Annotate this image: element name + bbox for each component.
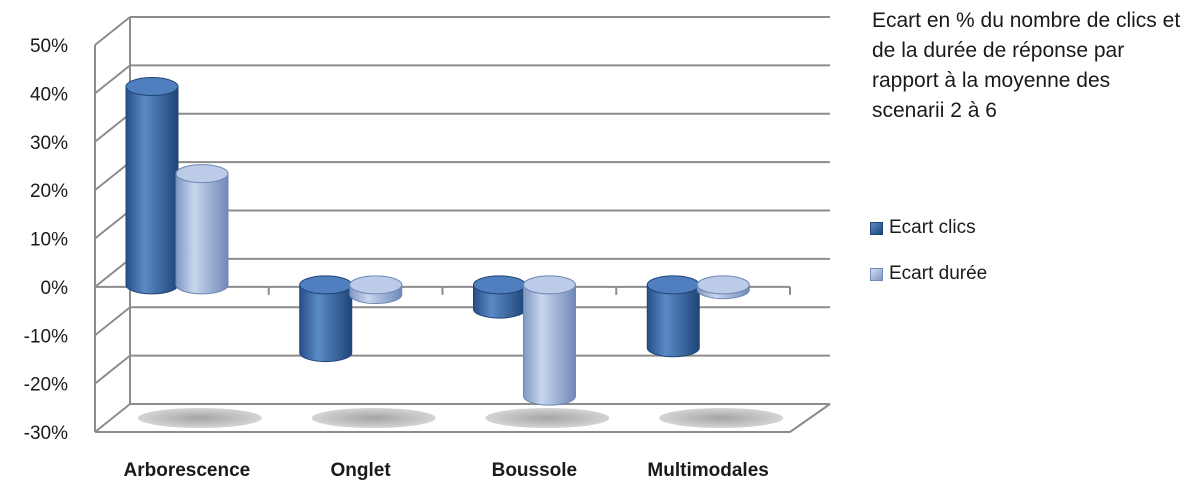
gridline-side — [94, 209, 131, 240]
bar-duree-multimodales — [696, 275, 750, 300]
bar-duree-onglet — [349, 275, 403, 305]
bar-cap — [646, 275, 700, 295]
legend-label-clics: Ecart clics — [889, 217, 976, 238]
bar-shadow — [485, 408, 610, 428]
y-tick-label: 20% — [30, 181, 68, 202]
y-tick-label: 50% — [30, 36, 68, 57]
x-axis-categories: Arborescence Onglet Boussole Multimodales — [124, 460, 769, 481]
gridline-side — [94, 64, 131, 95]
bar-cap — [696, 275, 750, 295]
y-tick-label: 0% — [41, 278, 69, 299]
bar-clics-multimodales — [646, 275, 700, 358]
chart: 50% 40% 30% 20% 10% 0% -10% -20% -30% Arborescen… — [24, 16, 831, 481]
bar-cap — [125, 77, 179, 97]
y-axis-ticks: 50% 40% 30% 20% 10% 0% -10% -20% -30% — [24, 36, 68, 444]
legend-swatch-clics — [870, 221, 883, 235]
gridline-side — [94, 161, 131, 191]
bar-body — [646, 284, 700, 358]
bar-cap — [175, 164, 229, 184]
gridline-side — [94, 112, 131, 143]
bar-clics-arborescence — [125, 77, 179, 295]
x-category-label: Onglet — [331, 460, 392, 481]
bar-cap — [299, 275, 353, 295]
bars — [125, 77, 750, 406]
legend-swatch-duree — [870, 267, 883, 281]
x-category-label: Boussole — [492, 460, 578, 481]
bar-cap — [473, 275, 526, 295]
x-category-label: Multimodales — [647, 460, 768, 481]
x-category-label: Arborescence — [124, 460, 251, 481]
bar-clics-onglet — [299, 275, 353, 363]
gridline-side — [94, 258, 131, 288]
y-tick-label: 40% — [30, 84, 68, 105]
bar-cap — [349, 275, 403, 295]
bar-cap — [523, 275, 576, 295]
y-tick-label: -10% — [24, 326, 68, 347]
bar-shadow — [311, 408, 436, 428]
legend-item-ecart-duree: Ecart durée — [870, 260, 987, 288]
legend-item-ecart-clics: Ecart clics — [870, 214, 987, 242]
bar-shadow — [137, 408, 262, 428]
legend-label-duree: Ecart durée — [889, 263, 988, 284]
chart-title: Ecart en % du nombre de clics et de la d… — [872, 9, 1181, 122]
y-tick-label: -20% — [24, 375, 68, 396]
bar-body — [299, 284, 353, 363]
bar-shadow — [659, 408, 784, 428]
bar-body — [125, 86, 179, 295]
y-tick-label: -30% — [24, 423, 68, 444]
bar-duree-boussole — [523, 275, 576, 406]
bar-clics-boussole — [473, 275, 526, 319]
gridline-side — [94, 306, 131, 337]
y-tick-label: 10% — [30, 230, 68, 251]
bar-body — [523, 284, 576, 406]
gridline-side — [94, 16, 131, 46]
floor-edge-side — [789, 403, 831, 433]
bar-duree-arborescence — [175, 164, 229, 295]
y-tick-label: 30% — [30, 133, 68, 154]
gridline-side — [94, 403, 131, 433]
floor-shadows — [137, 408, 784, 428]
legend: Ecart clics Ecart durée — [870, 214, 987, 306]
bar-body — [175, 173, 229, 295]
gridline-side — [94, 354, 131, 385]
